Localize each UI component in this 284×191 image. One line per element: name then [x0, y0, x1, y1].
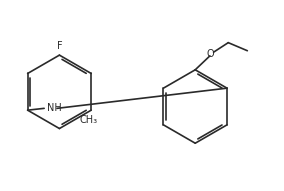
Text: CH₃: CH₃: [79, 115, 97, 125]
Text: F: F: [57, 41, 62, 51]
Text: NH: NH: [47, 103, 61, 113]
Text: O: O: [207, 49, 214, 59]
